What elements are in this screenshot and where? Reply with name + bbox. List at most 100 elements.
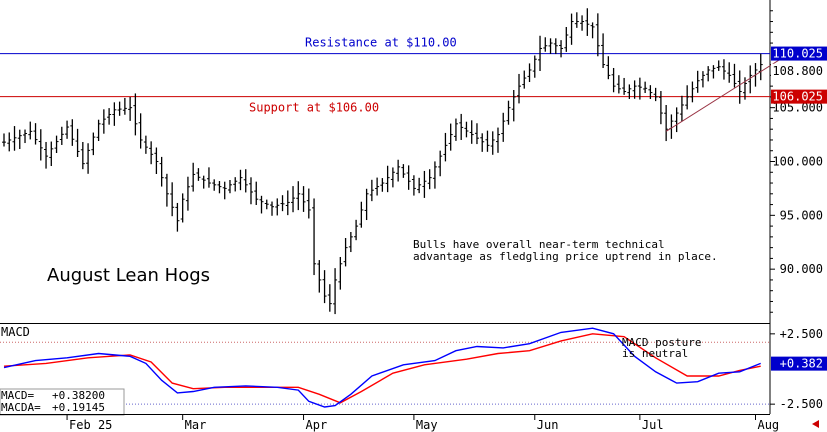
price-bar [70, 119, 75, 146]
price-bar [343, 238, 348, 267]
price-bar [732, 63, 737, 88]
price-bar [49, 141, 54, 167]
price-bar [632, 80, 637, 99]
price-bar [464, 121, 469, 138]
price-bar [101, 109, 106, 134]
price-bar [301, 186, 306, 212]
price-bar [44, 141, 49, 169]
price-bar [96, 119, 101, 142]
price-bar [648, 85, 653, 100]
last-price-tag-bg [771, 63, 827, 78]
price-bar [206, 167, 211, 188]
price-bar [248, 177, 253, 205]
price-bar [401, 164, 406, 178]
macd-tick-label: -2.500 [780, 397, 823, 411]
price-bar [107, 108, 112, 125]
price-bar [685, 85, 690, 110]
price-bar [585, 8, 590, 36]
price-bar [170, 182, 175, 217]
price-bar [86, 143, 91, 174]
price-bar [616, 75, 621, 94]
price-bar [338, 256, 343, 290]
price-bar [501, 112, 506, 142]
price-bar [643, 81, 648, 94]
price-bar [369, 179, 374, 202]
price-bar [7, 132, 12, 152]
resistance-price-tag: 110.025 [771, 46, 827, 61]
price-bar [12, 126, 17, 151]
price-bar [364, 188, 369, 221]
price-bar [538, 35, 543, 71]
price-bar [375, 177, 380, 196]
price-bar [227, 180, 232, 194]
macd-annotation-line-2: is neutral [622, 347, 688, 360]
price-bar [490, 131, 495, 155]
price-bar [380, 178, 385, 192]
price-bar [359, 201, 364, 228]
price-bar [317, 260, 322, 293]
price-bar [411, 175, 416, 196]
macd-line [3, 327, 761, 408]
x-tick-label: May [416, 418, 438, 432]
price-panel: 90.000 95.000 100.000 105.000 Resistance at… [0, 0, 827, 414]
price-bar [453, 118, 458, 141]
price-bar [385, 165, 390, 193]
x-tick-label: Mar [185, 418, 207, 432]
macda-signal-line [3, 333, 761, 404]
chart-title: August Lean Hogs [47, 265, 210, 286]
price-bar [396, 159, 401, 182]
price-bar [548, 38, 553, 54]
price-bar [627, 84, 632, 99]
y-tick-label: 105.000 [772, 101, 823, 115]
price-bar [217, 181, 222, 194]
price-bar [427, 169, 432, 190]
macd-tick-label: +2.500 [780, 327, 823, 341]
price-bar [80, 142, 85, 170]
price-bar [154, 147, 159, 174]
price-bar [128, 97, 133, 121]
price-bar [159, 156, 164, 187]
price-bar [327, 284, 332, 312]
price-bar [580, 15, 585, 31]
macd-panel: MACD +2.500 -2.500 MACD posture is neutra… [0, 325, 827, 416]
y-tick-label: 95.000 [780, 208, 823, 222]
macd-tag-bg [771, 356, 827, 371]
price-bar [553, 38, 558, 55]
price-bar [117, 101, 122, 116]
price-bar [658, 91, 663, 125]
x-axis: Feb 25 Mar Apr May Jun Jul Aug [66, 414, 779, 432]
price-bar [138, 113, 143, 149]
resistance-label: Resistance at $110.00 [305, 36, 457, 50]
price-bar [637, 77, 642, 100]
price-bar [574, 12, 579, 28]
price-bar [569, 13, 574, 45]
price-bar [690, 81, 695, 103]
price-bar [564, 27, 569, 52]
price-bar [590, 22, 595, 39]
price-bar [28, 121, 33, 140]
x-tick-label: Aug [757, 418, 779, 432]
price-annotation-line-2: advantage as fledgling price uptrend in … [413, 250, 718, 263]
price-bar [517, 73, 522, 104]
scroll-left-arrow-icon[interactable] [812, 420, 819, 428]
price-bar [270, 201, 275, 216]
price-bar [674, 107, 679, 133]
price-bar [122, 97, 127, 115]
price-bar [348, 232, 353, 253]
price-bar [238, 169, 243, 191]
price-bar [559, 40, 564, 58]
price-bar [23, 129, 28, 144]
price-bar [264, 199, 269, 210]
price-bar [280, 195, 285, 212]
price-bar [175, 202, 180, 232]
price-bar [2, 133, 6, 147]
price-bar [222, 181, 227, 200]
price-bar [737, 70, 742, 104]
macd-tag-text: +0.382 [780, 357, 823, 371]
price-bar [495, 127, 500, 153]
price-bar [443, 132, 448, 162]
price-bar [233, 177, 238, 192]
price-bar [38, 129, 43, 161]
price-bar [606, 56, 611, 80]
